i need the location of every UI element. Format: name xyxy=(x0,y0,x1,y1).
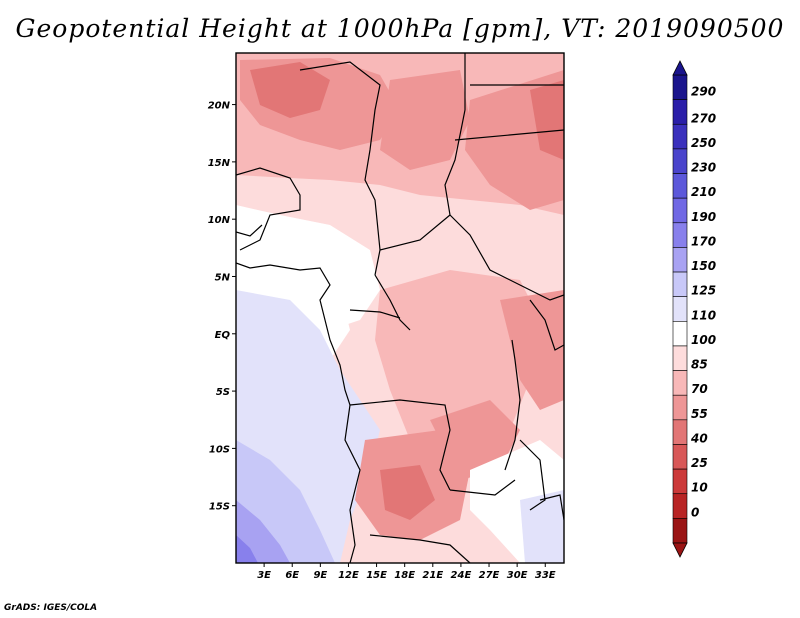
lat-label: 20N xyxy=(208,101,231,112)
colorbar-segment xyxy=(672,148,688,174)
colorbar-segment xyxy=(672,99,688,125)
lon-label: 9E xyxy=(313,570,327,581)
lat-label: 15S xyxy=(209,502,230,513)
colorbar-segment xyxy=(672,370,688,396)
colorbar-segment xyxy=(672,345,688,371)
lat-label: 5N xyxy=(215,272,231,283)
map-frame xyxy=(235,52,565,564)
colorbar-segment xyxy=(672,296,688,322)
lon-label: 6E xyxy=(285,570,299,581)
colorbar-segment xyxy=(672,123,688,150)
lat-label: EQ xyxy=(215,330,231,341)
map-field xyxy=(236,53,564,563)
colorbar-top-arrow xyxy=(672,60,688,76)
lat-label: 15N xyxy=(208,158,231,169)
colorbar-label: 250 xyxy=(691,136,716,150)
lon-label: 15E xyxy=(366,570,387,581)
colorbar-label: 125 xyxy=(691,284,716,298)
colorbar-segment xyxy=(672,271,688,297)
colorbar-segment xyxy=(672,394,688,421)
colorbar-segment xyxy=(672,197,688,224)
colorbar-label: 55 xyxy=(691,407,708,421)
latitude-axis: 20N 15N 10N 5N EQ 5S 10S 15S xyxy=(208,101,236,513)
colorbar: 2902702502302101901701501251101008570554… xyxy=(672,60,716,558)
colorbar-segment xyxy=(672,247,688,273)
lon-label: 27E xyxy=(479,570,500,581)
lat-label: 5S xyxy=(216,387,230,398)
colorbar-bottom-arrow xyxy=(672,542,688,558)
colorbar-label: 70 xyxy=(691,382,708,396)
longitude-axis: 3E 6E 9E 12E 15E 18E 21E 24E 27E 30E 33E xyxy=(257,563,556,581)
colorbar-label: 85 xyxy=(691,358,708,372)
colorbar-segment xyxy=(672,222,688,248)
colorbar-segment xyxy=(672,444,688,470)
map-boundaries xyxy=(236,53,564,563)
colorbar-segment xyxy=(672,493,688,519)
chart-title: Geopotential Height at 1000hPa [gpm], VT… xyxy=(15,14,785,43)
colorbar-label: 210 xyxy=(691,185,716,199)
colorbar-label: 230 xyxy=(691,161,716,175)
colorbar-segment xyxy=(672,468,688,495)
colorbar-label: 25 xyxy=(691,456,708,470)
colorbar-label: 150 xyxy=(691,259,716,273)
lon-label: 33E xyxy=(535,570,556,581)
colorbar-label: 290 xyxy=(691,85,716,99)
colorbar-segment xyxy=(672,74,688,100)
colorbar-segment xyxy=(672,419,688,445)
lon-label: 3E xyxy=(257,570,271,581)
colorbar-label: 0 xyxy=(691,505,699,519)
colorbar-label: 170 xyxy=(691,234,716,248)
colorbar-label: 190 xyxy=(691,210,716,224)
colorbar-segment xyxy=(672,173,688,199)
lon-label: 21E xyxy=(422,570,443,581)
colorbar-label: 270 xyxy=(691,111,716,125)
lon-label: 12E xyxy=(338,570,359,581)
grads-credit: GrADS: IGES/COLA xyxy=(4,603,98,613)
lon-label: 18E xyxy=(394,570,415,581)
colorbar-label: 40 xyxy=(690,431,708,445)
lon-label: 30E xyxy=(507,570,528,581)
lat-label: 10S xyxy=(209,444,230,455)
colorbar-label: 10 xyxy=(691,481,708,495)
lon-label: 24E xyxy=(451,570,472,581)
colorbar-segment xyxy=(672,518,688,544)
lat-label: 10N xyxy=(208,215,231,226)
colorbar-label: 100 xyxy=(691,333,716,347)
colorbar-segment xyxy=(672,321,688,347)
colorbar-label: 110 xyxy=(691,308,716,322)
